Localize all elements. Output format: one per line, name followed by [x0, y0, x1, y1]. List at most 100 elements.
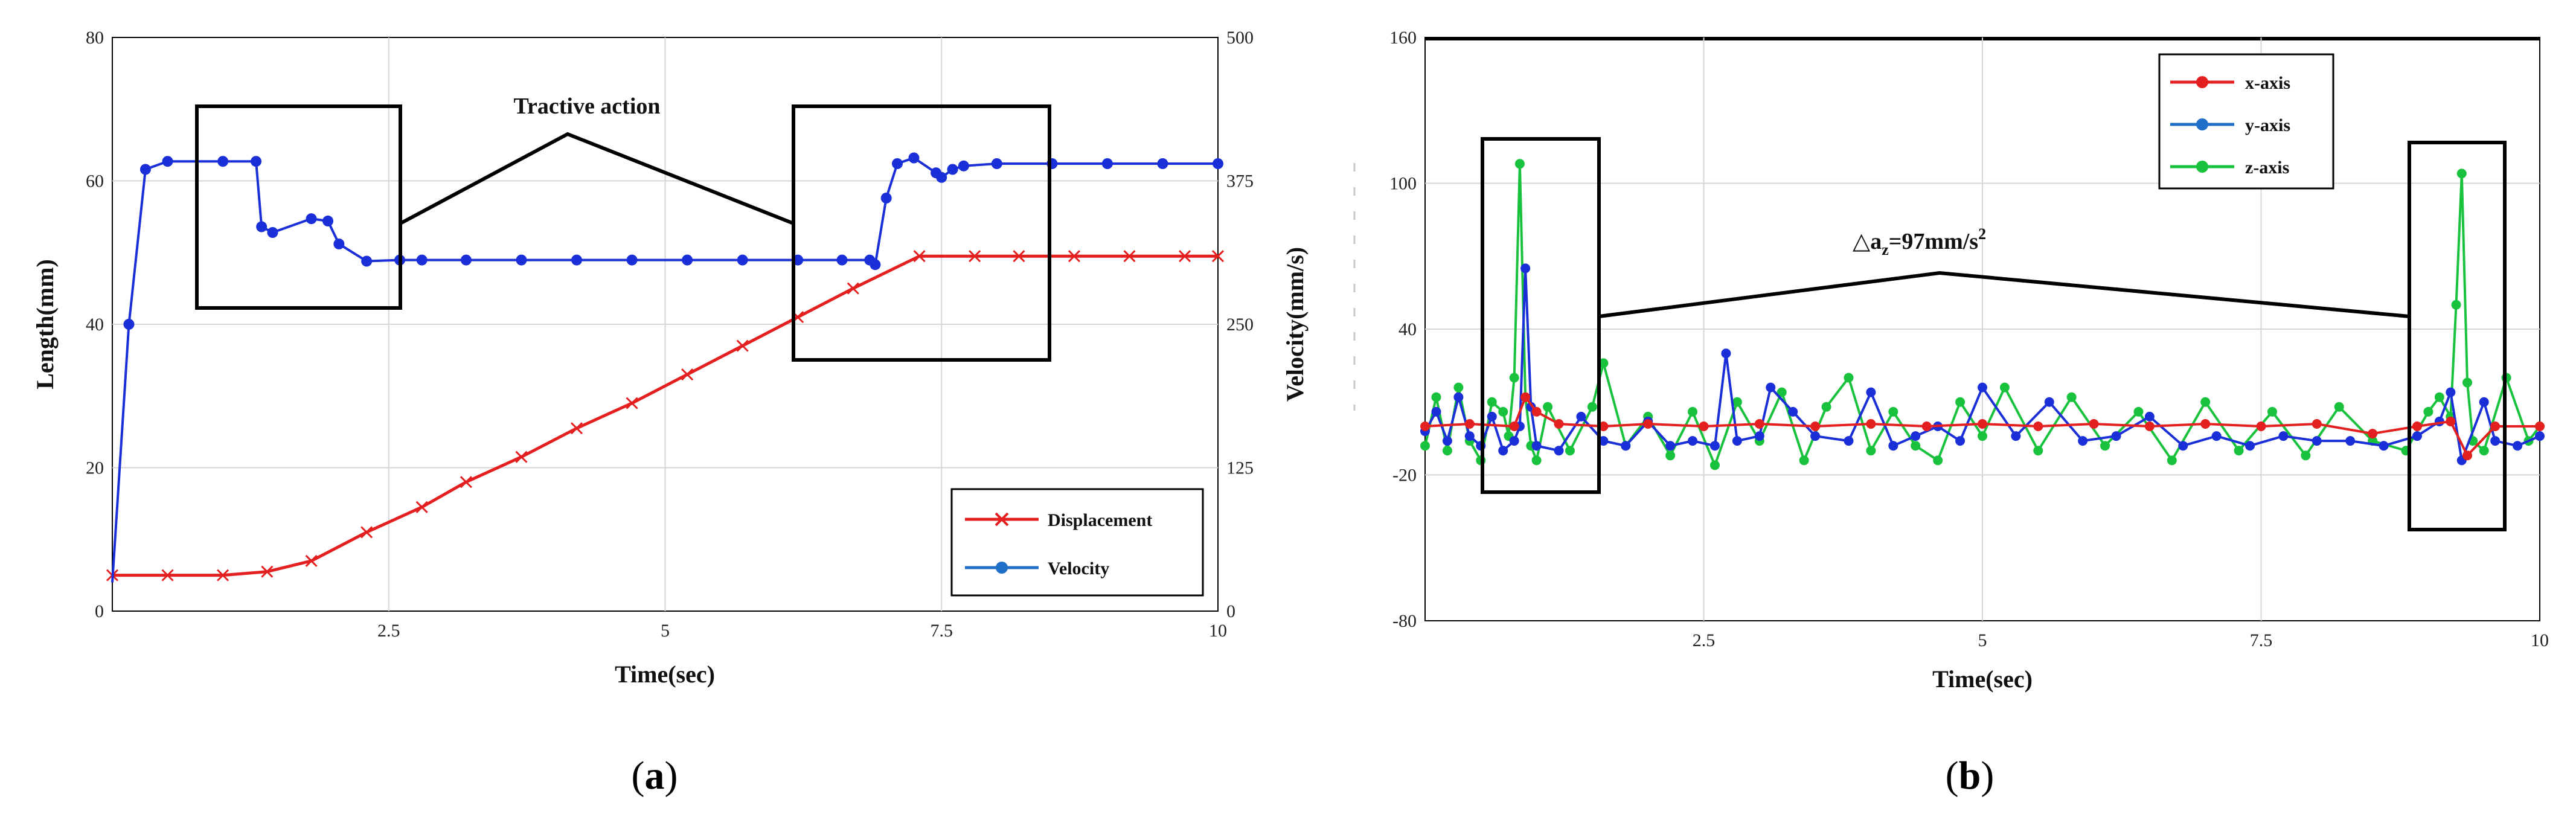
point-velocity [162, 156, 173, 167]
y-tick-label-right-a: 125 [1226, 458, 1254, 478]
point-displacement [570, 422, 583, 435]
point-displacement [626, 397, 638, 409]
point-z-axis [2451, 300, 2461, 310]
point-z-axis [1543, 402, 1553, 412]
y-tick-label-left-a: 20 [86, 458, 104, 478]
point-displacement [415, 501, 428, 513]
point-velocity [626, 254, 638, 266]
point-y-axis [1978, 382, 1987, 393]
x-tick-label-a: 2.5 [377, 621, 400, 641]
point-z-axis [1688, 406, 1698, 417]
point-x-axis [1554, 418, 1564, 429]
point-velocity [947, 164, 958, 175]
gridlines-a [112, 37, 1218, 611]
point-displacement [1068, 250, 1081, 263]
point-y-axis [1498, 446, 1508, 456]
y-tick-label-right-a: 0 [1226, 601, 1235, 621]
point-velocity [1213, 158, 1223, 169]
legend-a: Displacement Velocity [950, 488, 1204, 597]
point-y-axis [2379, 441, 2389, 451]
point-y-axis [1598, 436, 1609, 446]
point-y-axis [2535, 431, 2545, 441]
point-velocity [322, 216, 334, 226]
point-velocity [139, 164, 151, 175]
point-z-axis [2334, 402, 2344, 412]
point-y-axis [1442, 436, 1452, 446]
y-tick-label-left-a: 80 [86, 28, 104, 48]
point-y-axis [2446, 387, 2456, 397]
point-velocity [123, 319, 135, 330]
point-displacement [261, 565, 274, 578]
point-x-axis [1866, 418, 1876, 429]
legend-marker-displacement [995, 512, 1009, 527]
point-y-axis [1688, 436, 1698, 446]
point-z-axis [1955, 397, 1966, 407]
point-velocity [361, 255, 373, 267]
point-z-axis [1978, 431, 1987, 441]
point-z-axis [1821, 402, 1831, 412]
point-y-axis [1721, 348, 1731, 359]
panel-b-chart: 2.5 5 7.5 10 -80 -20 40 100 160 △az=97mm/s2 Time… [1353, 28, 2549, 798]
point-y-axis [2144, 411, 2155, 421]
point-velocity [267, 227, 278, 238]
point-y-axis [1788, 406, 1798, 417]
point-z-axis [2301, 450, 2311, 461]
point-velocity [958, 160, 969, 171]
y-tick-label-right-a: 250 [1226, 315, 1254, 335]
point-z-axis [1431, 392, 1441, 402]
point-velocity [333, 239, 345, 249]
point-y-axis [1866, 387, 1876, 397]
point-y-axis [1888, 441, 1898, 451]
x-tick-label-b: 2.5 [1693, 630, 1716, 650]
point-z-axis [1587, 402, 1597, 412]
point-displacement [515, 450, 528, 463]
y-axis-label-right-a: Velocity(mm/s) [1281, 247, 1309, 402]
legend-label-z-axis: z-axis [2245, 158, 2289, 178]
point-z-axis [1732, 397, 1742, 407]
point-y-axis [1431, 406, 1441, 417]
legend-marker-y-axis [2196, 118, 2208, 130]
y-tick-label-b: -20 [1392, 466, 1417, 486]
point-y-axis [1520, 263, 1531, 274]
point-velocity [936, 171, 947, 183]
point-displacement [1211, 250, 1225, 263]
point-y-axis [2211, 431, 2222, 441]
point-y-axis [2312, 436, 2322, 446]
annotation-pointer-a [399, 132, 795, 225]
x-axis-label-b: Time(sec) [1932, 665, 2033, 693]
legend-marker-x-axis [2196, 76, 2208, 88]
y-axis-label-left-a: Length(mm) [31, 259, 59, 389]
point-y-axis [1621, 441, 1631, 451]
legend-b: x-axis y-axis z-axis [2158, 53, 2334, 190]
point-velocity [571, 254, 583, 266]
point-z-axis [1709, 460, 1720, 470]
point-x-axis [2200, 418, 2211, 429]
point-velocity [1157, 158, 1168, 169]
point-y-axis [1576, 411, 1586, 421]
point-displacement [161, 569, 174, 582]
point-z-axis [1665, 450, 1676, 461]
point-z-axis [2462, 377, 2473, 388]
point-z-axis [1777, 387, 1787, 397]
legend-label-x-axis: x-axis [2245, 73, 2290, 93]
point-velocity [516, 254, 527, 266]
point-x-axis [2144, 421, 2155, 431]
point-displacement [1013, 250, 1025, 263]
y-tick-label-right-a: 500 [1226, 28, 1254, 48]
point-displacement [360, 526, 373, 539]
point-z-axis [1514, 159, 1525, 169]
point-z-axis [2267, 406, 2277, 417]
point-z-axis [1799, 455, 1809, 466]
point-velocity [251, 156, 262, 167]
point-x-axis [1464, 418, 1475, 429]
point-z-axis [2066, 392, 2077, 402]
point-z-axis [2234, 446, 2244, 456]
legend-label-y-axis: y-axis [2245, 115, 2290, 135]
point-displacement [681, 368, 694, 381]
point-z-axis [1442, 446, 1452, 456]
point-z-axis [2423, 406, 2433, 417]
y-tick-label-left-a: 60 [86, 171, 104, 191]
x-tick-label-b: 5 [1978, 630, 1987, 650]
point-x-axis [2462, 450, 2473, 461]
